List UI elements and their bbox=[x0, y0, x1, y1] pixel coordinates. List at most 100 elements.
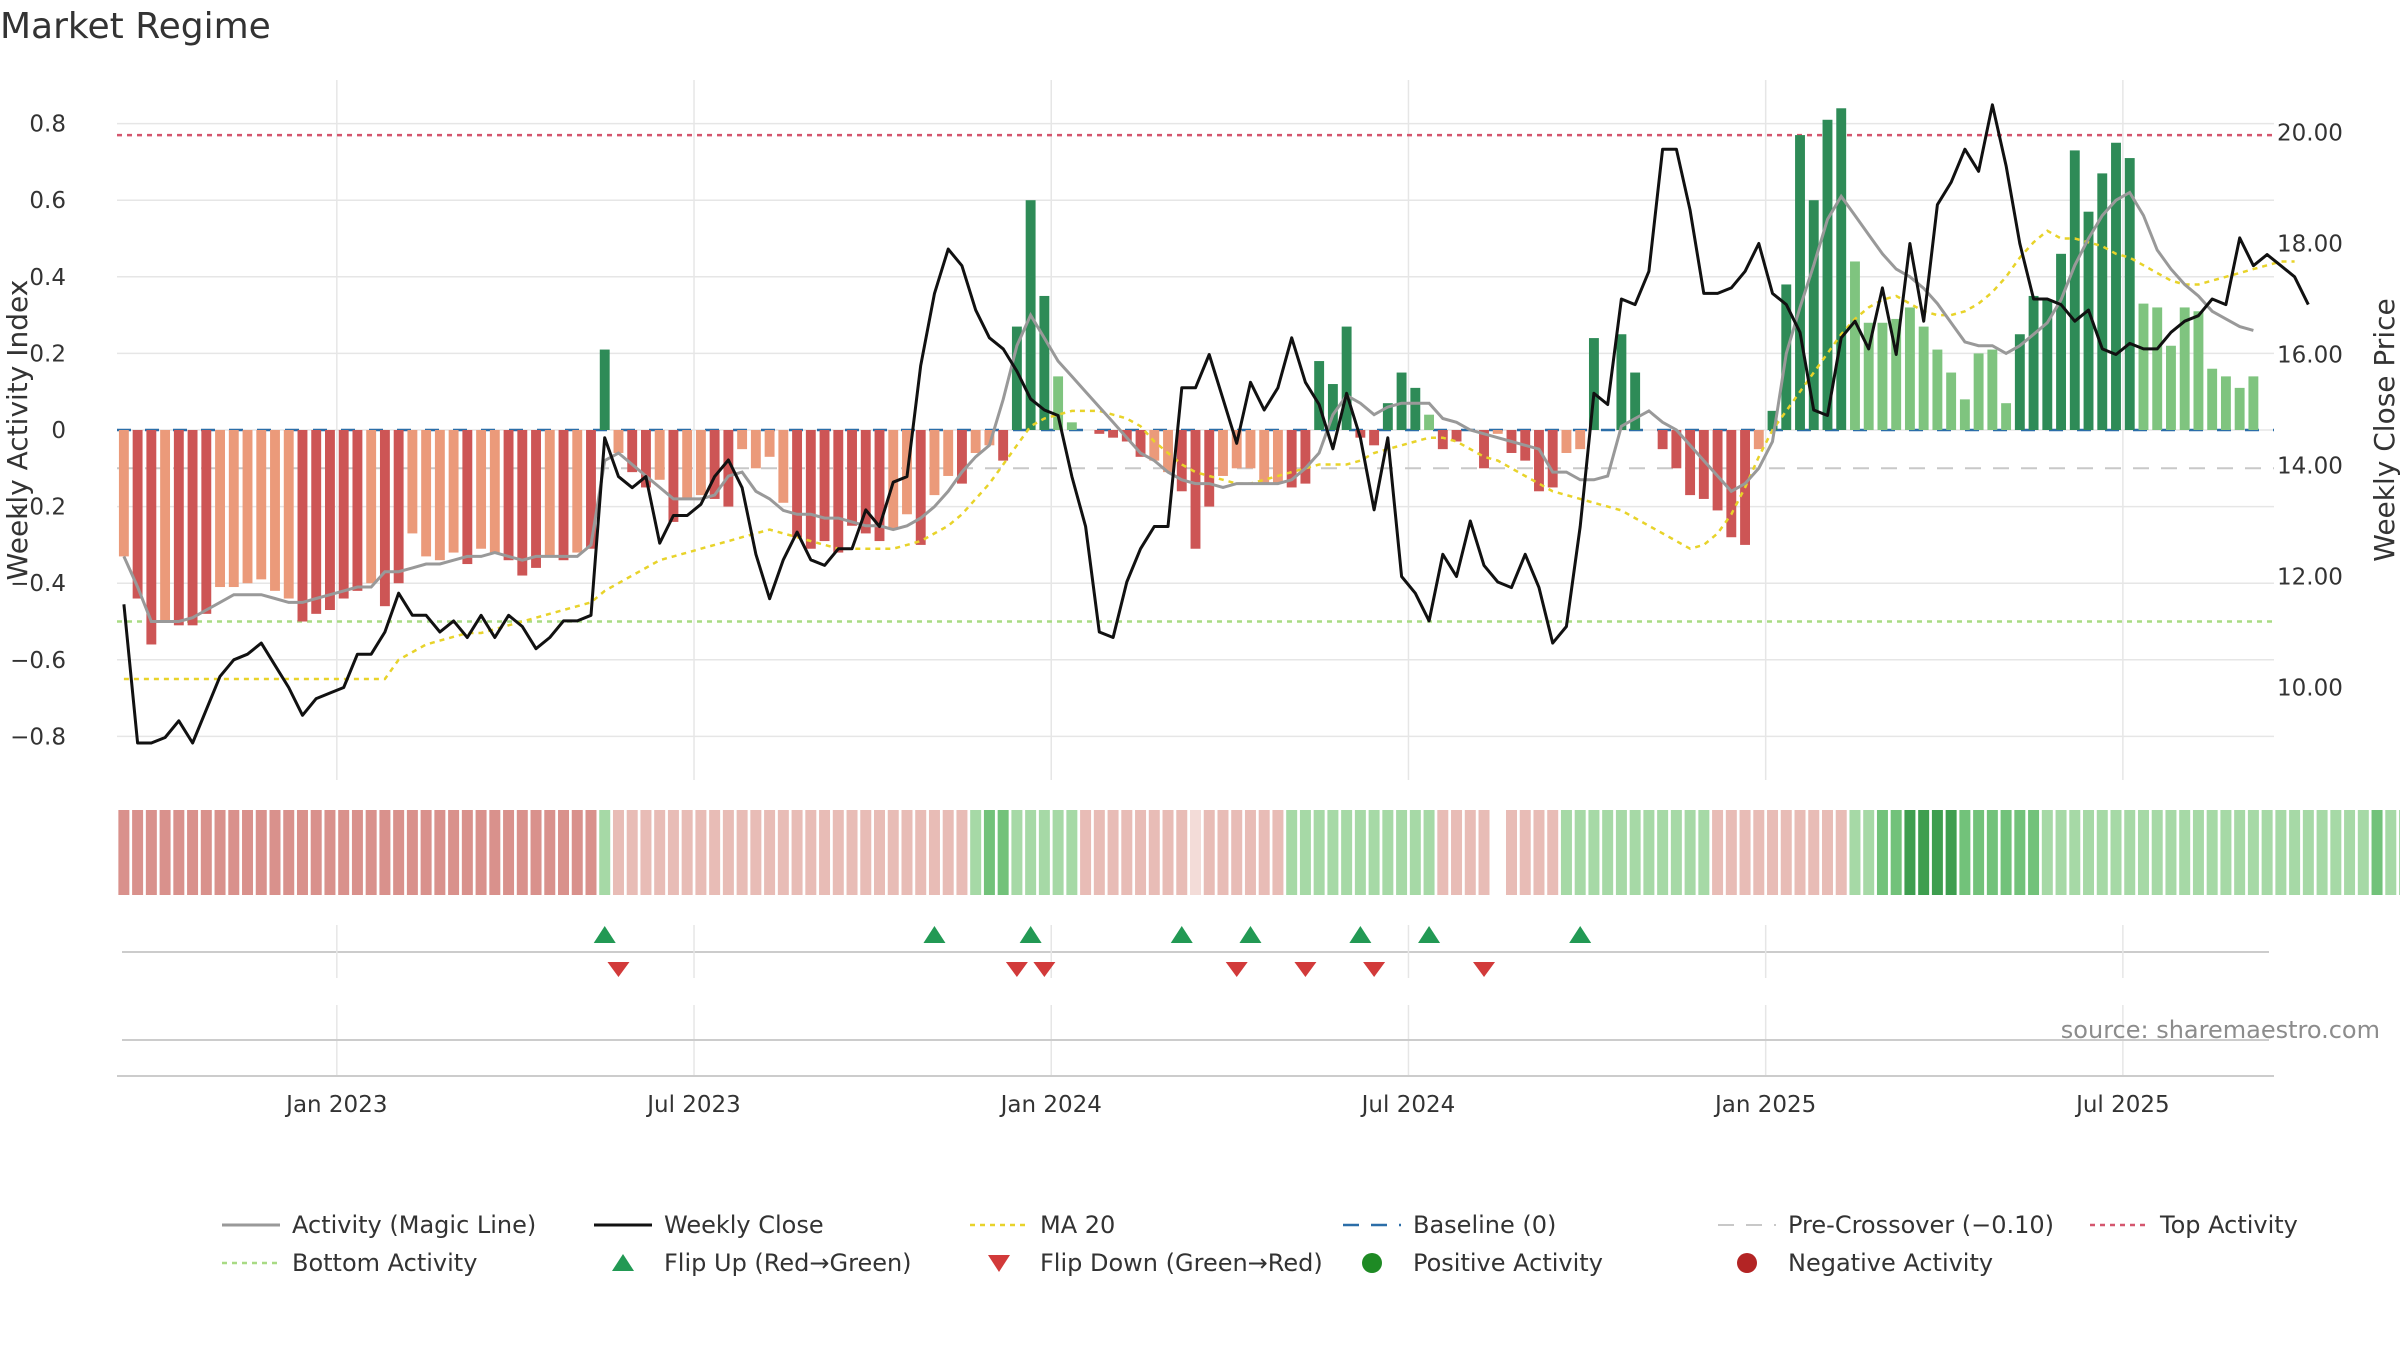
y2-axis-label: Weekly Close Price bbox=[2368, 298, 2400, 561]
regime-strip-cell bbox=[887, 810, 899, 895]
activity-bar bbox=[215, 430, 225, 588]
regime-strip-cell bbox=[1519, 810, 1531, 895]
regime-strip-cell bbox=[1244, 810, 1256, 895]
regime-strip-cell bbox=[1629, 810, 1641, 895]
activity-bar bbox=[1808, 200, 1819, 430]
activity-bar bbox=[2138, 303, 2149, 430]
activity-bar bbox=[1410, 387, 1421, 430]
activity-bar bbox=[2001, 403, 2012, 430]
activity-bar bbox=[160, 430, 171, 622]
activity-bar bbox=[1630, 372, 1641, 430]
regime-strip-cell bbox=[1011, 810, 1023, 895]
activity-bar bbox=[1616, 334, 1627, 430]
activity-bar bbox=[750, 430, 761, 469]
legend-positive-dot-icon bbox=[1362, 1253, 1382, 1273]
activity-bars bbox=[118, 108, 2259, 645]
activity-bar bbox=[764, 430, 775, 457]
activity-bar bbox=[448, 430, 459, 553]
regime-strip-cell bbox=[846, 810, 858, 895]
flip-up-marker bbox=[593, 926, 616, 943]
y2-tick-label: 14.00 bbox=[2277, 454, 2343, 480]
regime-strip-cell bbox=[379, 810, 391, 895]
regime-strip-cell bbox=[1959, 810, 1971, 895]
regime-strip-cell bbox=[1464, 810, 1476, 895]
regime-strip-cell bbox=[1835, 810, 1847, 895]
activity-bar bbox=[1451, 430, 1462, 442]
activity-bar bbox=[2124, 158, 2135, 430]
regime-strip-cell bbox=[1931, 810, 1943, 895]
regime-strip-cell bbox=[1890, 810, 1902, 895]
activity-bar bbox=[558, 430, 569, 561]
activity-bar bbox=[325, 430, 335, 611]
activity-bar bbox=[1767, 410, 1778, 430]
regime-strip-cell bbox=[2261, 810, 2273, 895]
legend-swatch bbox=[1362, 1253, 1382, 1273]
activity-bar bbox=[311, 430, 322, 614]
regime-strip-cell bbox=[434, 810, 446, 895]
regime-strip-cell bbox=[118, 810, 130, 895]
activity-bar bbox=[627, 430, 638, 473]
activity-bar bbox=[270, 430, 280, 591]
activity-bar bbox=[2207, 368, 2218, 430]
activity-bar bbox=[860, 430, 871, 534]
regime-strip-cell bbox=[393, 810, 405, 895]
regime-strip-cell bbox=[1368, 810, 1380, 895]
activity-bar bbox=[1822, 119, 1833, 431]
regime-strip-cell bbox=[2000, 810, 2012, 895]
activity-bar bbox=[1561, 430, 1572, 453]
activity-bar bbox=[283, 430, 294, 599]
regime-strip-cell bbox=[516, 810, 528, 895]
legend-flip-down-icon bbox=[988, 1255, 1010, 1272]
flip-down-marker bbox=[1473, 962, 1496, 977]
weekly-close-line bbox=[122, 103, 2310, 745]
activity-bar bbox=[709, 430, 720, 499]
flip-up-marker bbox=[1170, 926, 1193, 943]
activity-bar bbox=[613, 430, 624, 453]
chart-title: Market Regime bbox=[0, 6, 271, 47]
regime-strip-cell bbox=[764, 810, 776, 895]
activity-bar bbox=[173, 430, 184, 626]
activity-bar bbox=[1932, 349, 1943, 430]
regime-strip-cell bbox=[915, 810, 927, 895]
regime-strip-cell bbox=[228, 810, 240, 895]
legend-swatch bbox=[988, 1255, 1010, 1272]
activity-bar bbox=[2028, 295, 2039, 430]
activity-bar bbox=[338, 430, 349, 599]
activity-bar bbox=[1149, 430, 1160, 461]
activity-bar bbox=[1094, 430, 1105, 434]
regime-strip-cell bbox=[214, 810, 226, 895]
regime-strip-cell bbox=[1038, 810, 1050, 895]
regime-strip-cell bbox=[2055, 810, 2067, 895]
activity-bar bbox=[2220, 376, 2231, 430]
flip-down-marker bbox=[1225, 962, 1248, 977]
activity-bar bbox=[833, 430, 844, 553]
regime-strip-cell bbox=[1588, 810, 1600, 895]
activity-bar bbox=[572, 430, 583, 553]
activity-bar bbox=[915, 430, 926, 545]
flip-down-marker bbox=[1005, 962, 1028, 977]
activity-bar bbox=[2193, 311, 2204, 430]
regime-strip-cell bbox=[187, 810, 199, 895]
y2-tick-label: 20.00 bbox=[2277, 121, 2343, 147]
regime-strip-cell bbox=[2179, 810, 2191, 895]
activity-bar bbox=[1066, 422, 1077, 430]
regime-strip-cell bbox=[1574, 810, 1586, 895]
regime-strip-cell bbox=[365, 810, 377, 895]
regime-strip-cell bbox=[1945, 810, 1957, 895]
y-tick-label: −0.2 bbox=[10, 495, 66, 521]
regime-strip-cell bbox=[681, 810, 693, 895]
regime-strip-cell bbox=[1217, 810, 1229, 895]
activity-bar bbox=[1671, 430, 1682, 469]
regime-strip-cell bbox=[1231, 810, 1243, 895]
flip-up-marker bbox=[1019, 926, 1042, 943]
activity-bar bbox=[1437, 430, 1448, 450]
activity-bar bbox=[1946, 372, 1957, 430]
series-lines bbox=[122, 103, 2310, 745]
activity-bar bbox=[1850, 261, 1860, 430]
activity-bar bbox=[1904, 307, 1915, 430]
activity-bar bbox=[517, 430, 528, 576]
activity-bar bbox=[1108, 430, 1119, 438]
legend-label: Top Activity bbox=[2159, 1211, 2298, 1239]
regime-strip-cell bbox=[2344, 810, 2356, 895]
activity-bar bbox=[1314, 361, 1325, 430]
